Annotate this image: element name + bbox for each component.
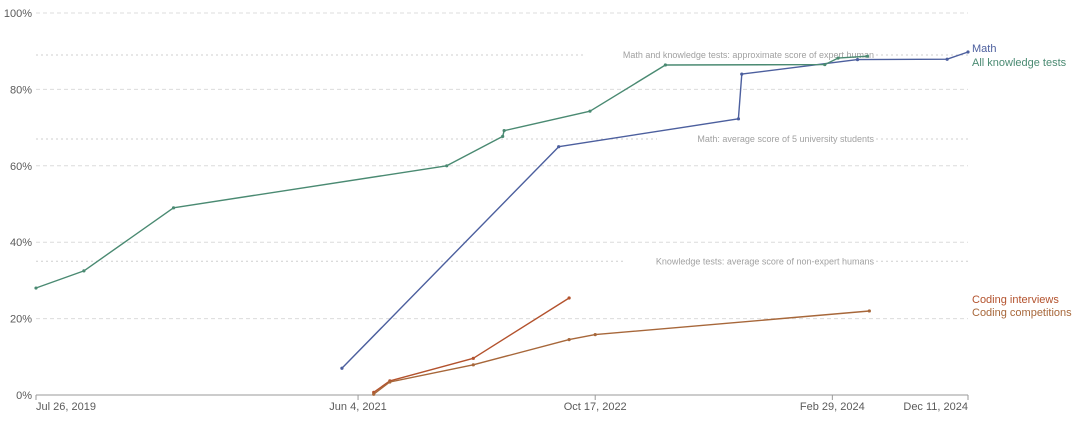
series-all-knowledge-tests <box>34 54 870 290</box>
data-point <box>567 296 571 300</box>
reference-line-label: Math and knowledge tests: approximate sc… <box>623 50 874 60</box>
x-tick-label: Dec 11, 2024 <box>903 401 968 413</box>
data-point <box>865 54 870 58</box>
reference-line-label: Math: average score of 5 university stud… <box>697 134 874 144</box>
legend-label: All knowledge tests <box>972 57 1067 69</box>
legend: Math All knowledge tests Coding interviews… <box>972 43 1072 319</box>
data-point <box>593 333 597 337</box>
data-point <box>340 366 344 370</box>
data-point <box>663 63 667 67</box>
data-point <box>501 134 505 138</box>
series-line <box>373 310 870 395</box>
y-tick-label: 100% <box>4 8 32 20</box>
data-point <box>855 58 860 62</box>
data-point <box>567 338 571 342</box>
y-tick-label: 40% <box>10 237 32 249</box>
data-point <box>171 206 176 210</box>
data-point <box>471 356 475 360</box>
data-point <box>740 72 744 76</box>
series-group <box>34 50 970 396</box>
data-point <box>82 269 86 273</box>
data-point <box>867 309 871 313</box>
data-point <box>823 62 827 67</box>
data-point <box>388 380 392 384</box>
legend-label: Coding interviews <box>972 294 1059 306</box>
axes: 0% 20% 40% 60% 80% 100% Jul 26, 2019 Jun 4, 202… <box>4 8 969 413</box>
data-point <box>502 129 506 133</box>
data-point <box>445 164 449 168</box>
x-tick-label: Oct 17, 2022 <box>564 401 627 413</box>
legend-label: Math <box>972 43 996 55</box>
reference-lines: Math and knowledge tests: approximate sc… <box>36 49 968 267</box>
data-point <box>372 392 376 396</box>
data-point <box>836 56 840 60</box>
reference-label-background <box>623 255 874 267</box>
legend-label: Coding competitions <box>972 307 1072 319</box>
reference-label-background <box>657 133 874 145</box>
series-coding-interviews <box>372 296 571 394</box>
series-line <box>341 51 969 369</box>
data-point <box>557 145 561 149</box>
series-math <box>340 50 970 370</box>
reference-label-background <box>585 49 874 61</box>
data-point <box>471 363 475 367</box>
y-tick-label: 20% <box>10 314 32 326</box>
series-line <box>373 297 570 393</box>
x-tick-label: Feb 29, 2024 <box>800 401 865 413</box>
y-tick-label: 80% <box>10 84 32 96</box>
data-point <box>588 109 592 113</box>
y-tick-label: 0% <box>16 390 32 402</box>
x-tick-label: Jun 4, 2021 <box>329 401 387 413</box>
data-point <box>736 117 741 121</box>
grid <box>36 12 968 320</box>
data-point <box>945 57 949 61</box>
series-coding-competitions <box>372 309 871 396</box>
reference-line-label: Knowledge tests: average score of non-ex… <box>656 256 875 266</box>
y-tick-label: 60% <box>10 161 32 173</box>
data-point <box>34 286 38 290</box>
data-point <box>966 50 970 54</box>
x-tick-label: Jul 26, 2019 <box>36 401 96 413</box>
series-line <box>35 55 868 289</box>
